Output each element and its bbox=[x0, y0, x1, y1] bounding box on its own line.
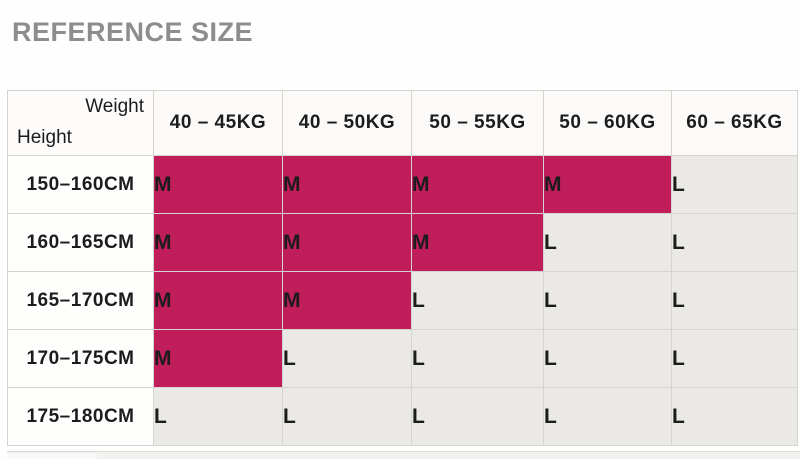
table-row: 175–180CM L L L L L bbox=[7, 387, 798, 446]
size-cell: M bbox=[282, 155, 412, 214]
size-cell: L bbox=[671, 155, 798, 214]
height-row-label: 175–180CM bbox=[7, 387, 154, 446]
next-section-left-cell bbox=[7, 453, 97, 459]
size-cell: M bbox=[411, 213, 544, 272]
weight-column-header: 40 – 45KG bbox=[153, 90, 283, 156]
table-row: 160–165CM M M M L L bbox=[7, 213, 798, 272]
size-cell: L bbox=[411, 329, 544, 388]
height-row-label: 160–165CM bbox=[7, 213, 154, 272]
size-cell: L bbox=[671, 271, 798, 330]
size-cell: M bbox=[411, 155, 544, 214]
size-cell: M bbox=[153, 155, 283, 214]
weight-column-header: 40 – 50KG bbox=[282, 90, 412, 156]
next-section-top-edge bbox=[7, 451, 800, 459]
weight-column-header: 50 – 60KG bbox=[543, 90, 672, 156]
size-cell: L bbox=[411, 271, 544, 330]
size-cell: L bbox=[671, 387, 798, 446]
corner-weight-label: Weight bbox=[85, 96, 144, 117]
height-row-label: 150–160CM bbox=[7, 155, 154, 214]
table-row: 165–170CM M M L L L bbox=[7, 271, 798, 330]
size-cell: L bbox=[671, 213, 798, 272]
weight-column-header: 60 – 65KG bbox=[671, 90, 798, 156]
size-cell: L bbox=[282, 387, 412, 446]
height-row-label: 165–170CM bbox=[7, 271, 154, 330]
table-row: 170–175CM M L L L L bbox=[7, 329, 798, 388]
table-header-row: Weight Height 40 – 45KG 40 – 50KG 50 – 5… bbox=[7, 90, 798, 156]
size-cell: M bbox=[153, 213, 283, 272]
page-title: REFERENCE SIZE bbox=[12, 17, 254, 47]
size-cell: M bbox=[282, 213, 412, 272]
size-cell: L bbox=[543, 213, 672, 272]
size-cell: L bbox=[543, 329, 672, 388]
size-cell: M bbox=[153, 271, 283, 330]
size-cell: L bbox=[282, 329, 412, 388]
size-cell: M bbox=[153, 329, 283, 388]
corner-header-cell: Weight Height bbox=[7, 90, 154, 156]
size-cell: L bbox=[543, 387, 672, 446]
size-cell: L bbox=[411, 387, 544, 446]
weight-column-header: 50 – 55KG bbox=[411, 90, 544, 156]
size-cell: L bbox=[671, 329, 798, 388]
corner-height-label: Height bbox=[17, 127, 72, 148]
height-row-label: 170–175CM bbox=[7, 329, 154, 388]
size-cell: M bbox=[282, 271, 412, 330]
size-cell: L bbox=[153, 387, 283, 446]
size-reference-table: Weight Height 40 – 45KG 40 – 50KG 50 – 5… bbox=[7, 90, 798, 446]
table-row: 150–160CM M M M M L bbox=[7, 155, 798, 214]
size-cell: M bbox=[543, 155, 672, 214]
size-cell: L bbox=[543, 271, 672, 330]
